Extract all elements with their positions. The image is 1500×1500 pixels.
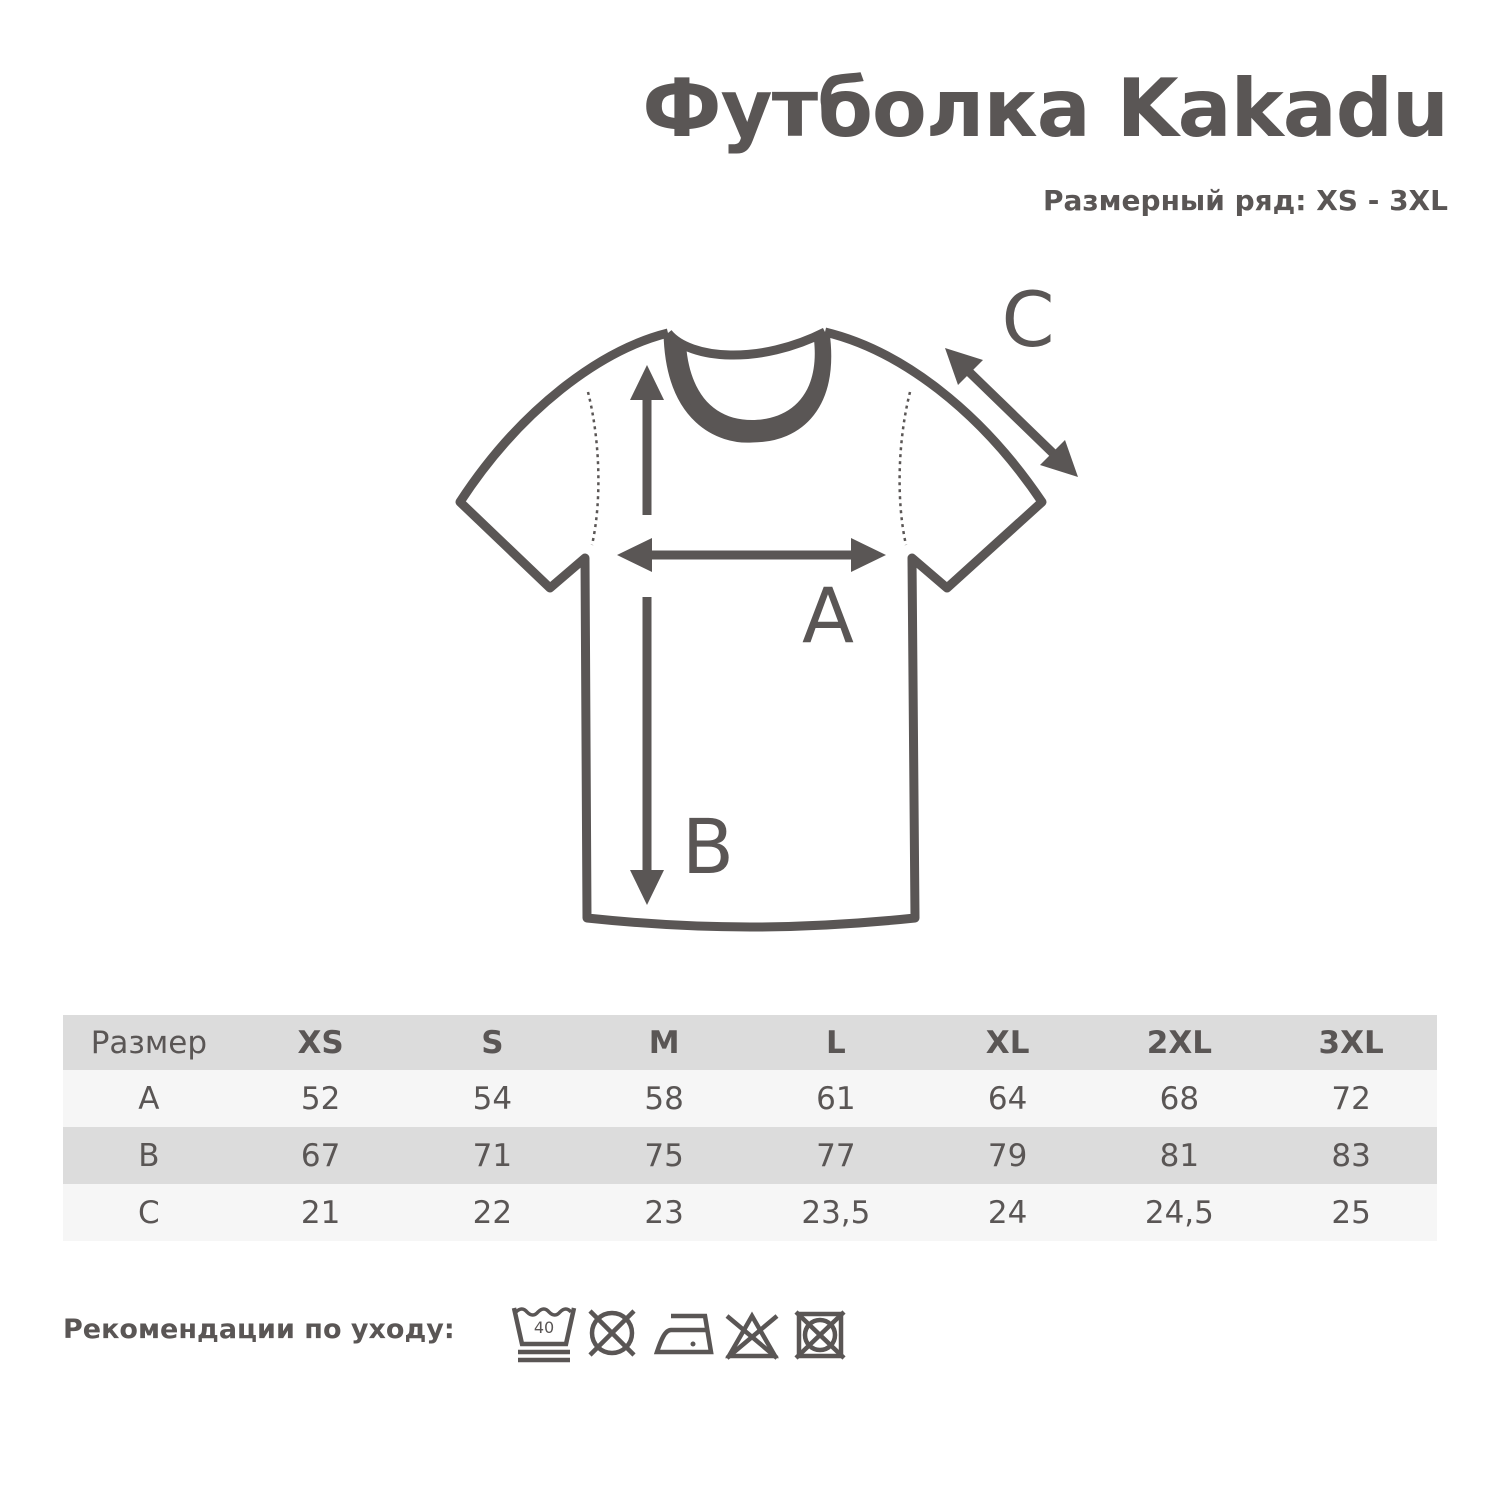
table-cell: 24 [921, 1184, 1094, 1241]
no-tumble-dry-icon [725, 1311, 779, 1360]
header-cell: S [406, 1015, 579, 1070]
table-row: C 21 22 23 23,5 24 24,5 25 [63, 1184, 1437, 1241]
table-cell: 22 [406, 1184, 579, 1241]
table-cell: 64 [921, 1070, 1094, 1127]
header-cell: 3XL [1265, 1015, 1437, 1070]
size-table: Размер XS S M L XL 2XL 3XL A 52 54 58 61 64 68… [63, 1015, 1437, 1241]
table-cell: 68 [1093, 1070, 1266, 1127]
table-cell: 52 [234, 1070, 407, 1127]
table-cell: 23,5 [750, 1184, 922, 1241]
table-cell: 25 [1265, 1184, 1437, 1241]
iron-low-icon [653, 1313, 714, 1355]
no-bleach-icon [588, 1309, 636, 1357]
table-cell: 61 [750, 1070, 922, 1127]
table-cell: 23 [578, 1184, 750, 1241]
table-cell: 72 [1265, 1070, 1437, 1127]
label-c: C [1001, 275, 1054, 364]
table-cell: 77 [750, 1127, 922, 1184]
table-cell: 71 [406, 1127, 579, 1184]
tshirt-diagram: C A B [455, 275, 1078, 932]
table-row: A 52 54 58 61 64 68 72 [63, 1070, 1437, 1127]
arrow-c [958, 361, 1064, 464]
header-cell: Размер [63, 1015, 235, 1070]
wash-temp: 40 [534, 1318, 554, 1337]
table-cell: 54 [406, 1070, 579, 1127]
header-cell: M [578, 1015, 750, 1070]
row-label: B [63, 1127, 235, 1184]
header-cell: L [750, 1015, 922, 1070]
right-seam [898, 391, 912, 546]
table-cell: 24,5 [1093, 1184, 1266, 1241]
page-title: Футболка Kakadu [642, 62, 1449, 155]
table-header-row: Размер XS S M L XL 2XL 3XL [63, 1015, 1437, 1070]
table-cell: 21 [234, 1184, 407, 1241]
care-icons: 40 [511, 1307, 846, 1363]
row-label: A [63, 1070, 235, 1127]
table-cell: 58 [578, 1070, 750, 1127]
table-cell: 67 [234, 1127, 407, 1184]
tshirt-outline [455, 327, 1047, 932]
table-cell: 75 [578, 1127, 750, 1184]
table-row: B 67 71 75 77 79 81 83 [63, 1127, 1437, 1184]
table-cell: 83 [1265, 1127, 1437, 1184]
label-a: A [802, 571, 854, 660]
collar-band [670, 334, 829, 440]
care-label: Рекомендации по уходу: [63, 1314, 455, 1345]
table-cell: 81 [1093, 1127, 1266, 1184]
table-cell: 79 [921, 1127, 1094, 1184]
label-b: B [682, 802, 734, 891]
header-cell: XL [921, 1015, 1094, 1070]
row-label: C [63, 1184, 235, 1241]
size-range: Размерный ряд: XS - 3XL [1042, 184, 1448, 217]
left-seam [586, 391, 600, 546]
no-dry-clean-icon [794, 1310, 846, 1360]
wash-40-gentle-icon: 40 [511, 1307, 577, 1363]
header-cell: 2XL [1093, 1015, 1266, 1070]
header-cell: XS [234, 1015, 407, 1070]
